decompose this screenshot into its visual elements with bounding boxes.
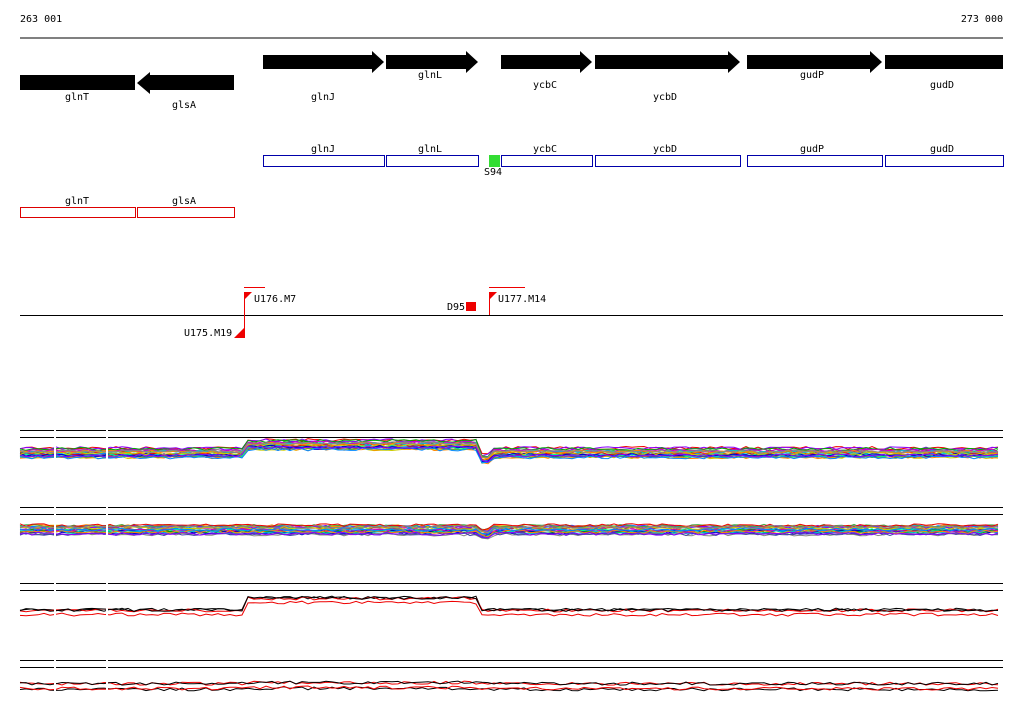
marker-label: D95 — [447, 302, 465, 313]
feature-box — [20, 207, 136, 218]
gene-label: glnJ — [311, 92, 335, 103]
gene-label: ycbC — [533, 80, 557, 91]
box-label: gudP — [800, 144, 824, 155]
signal-line — [19, 680, 999, 686]
signal-line — [19, 527, 999, 535]
site-box — [489, 155, 500, 167]
marker-flag — [244, 292, 252, 300]
box-label: ycbC — [533, 144, 557, 155]
box-label: glsA — [172, 196, 196, 207]
signal-tracks — [19, 425, 1003, 700]
axis-start: 263 001 — [20, 14, 62, 25]
gene-arrow — [20, 75, 135, 90]
box-label: glnL — [418, 144, 442, 155]
signal-line — [19, 445, 999, 463]
marker-flag — [234, 328, 244, 338]
gene-label: glnT — [65, 92, 89, 103]
markers: U176.M7 D95 U177.M14 U175.M19 — [20, 287, 1003, 339]
signal-line — [19, 530, 999, 538]
gene-arrow — [747, 51, 882, 73]
marker-label: U176.M7 — [254, 294, 296, 305]
marker-label: U177.M14 — [498, 294, 546, 305]
feature-box — [137, 207, 235, 218]
gene-label: ycbD — [653, 92, 677, 103]
feature-box — [595, 155, 741, 167]
signal-line — [19, 600, 999, 617]
gene-label: gudD — [930, 80, 954, 91]
feature-box — [747, 155, 883, 167]
gene-label: gudP — [800, 70, 824, 81]
marker-square — [466, 302, 476, 311]
gene-arrows: glnT glsA glnJ glnL ycbC ycbD gudP gudD — [20, 51, 1003, 111]
gene-arrow — [386, 51, 478, 73]
box-label: ycbD — [653, 144, 677, 155]
box-label: glnT — [65, 196, 89, 207]
signal-line — [19, 685, 999, 691]
signal-line — [19, 595, 999, 612]
gene-arrow — [885, 55, 1003, 69]
box-label: gudD — [930, 144, 954, 155]
gene-arrow — [501, 51, 592, 73]
signal-line — [19, 531, 999, 539]
feature-box — [263, 155, 385, 167]
gene-label: glsA — [172, 100, 196, 111]
gene-arrow — [595, 51, 740, 73]
signal-line — [20, 441, 999, 460]
ruler: 263 001 273 000 — [20, 14, 1003, 39]
signal-line — [19, 680, 999, 686]
signal-line — [19, 596, 999, 613]
site-label: S94 — [484, 167, 502, 178]
signal-line — [19, 686, 999, 692]
signal-line — [19, 441, 999, 458]
feature-box — [885, 155, 1004, 167]
red-boxes: glnT glsA — [20, 196, 235, 218]
marker-label: U175.M19 — [184, 328, 232, 339]
feature-box — [386, 155, 479, 167]
gene-label: glnL — [418, 70, 442, 81]
marker-flag — [489, 292, 497, 300]
box-label: glnJ — [311, 144, 335, 155]
gene-arrow — [137, 72, 234, 94]
signal-line — [19, 524, 999, 534]
axis-end: 273 000 — [961, 14, 1003, 25]
gene-arrow — [263, 51, 384, 73]
signal-line — [19, 447, 999, 464]
feature-box — [501, 155, 593, 167]
blue-boxes: glnJ glnL ycbC ycbD gudP gudD — [263, 144, 1004, 167]
